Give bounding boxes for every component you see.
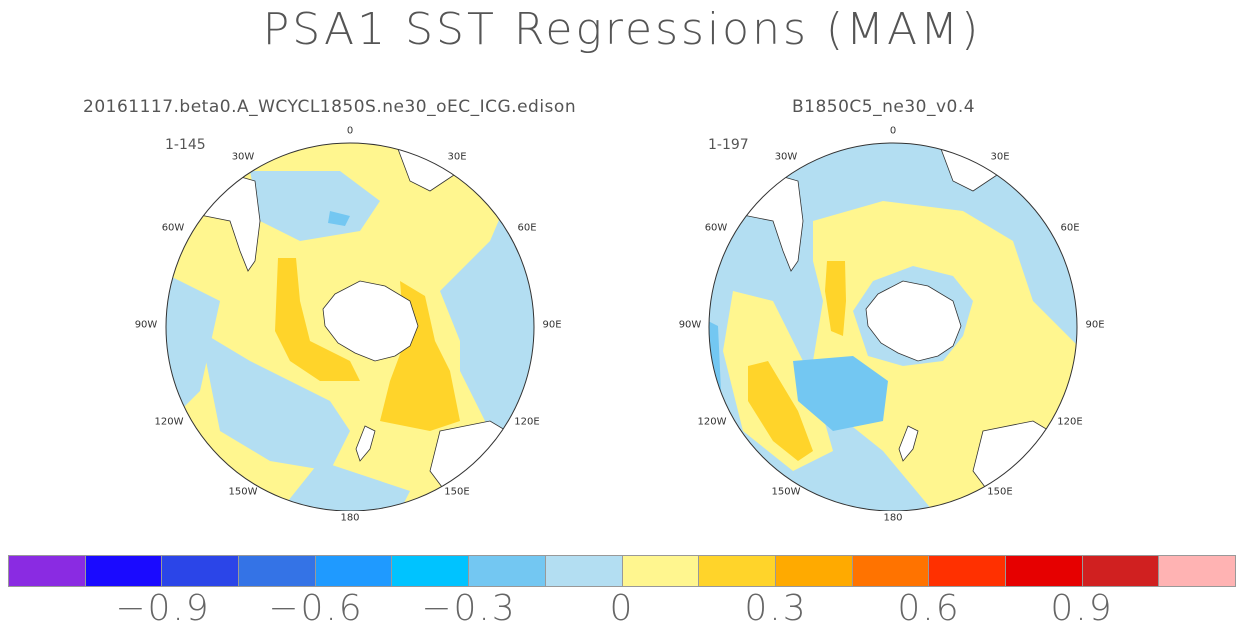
panel-1-lon-180: 180 (340, 512, 360, 524)
colorbar-label-0: 0 (609, 588, 635, 629)
colorbar-swatch-2 (162, 556, 240, 586)
colorbar-swatch-9 (699, 556, 776, 586)
region-blue-bottom (280, 461, 410, 511)
region-orange-southwest (748, 361, 813, 461)
colorbar-swatch-5 (392, 556, 470, 586)
panel-2-subtitle: B1850C5_ne30_v0.4 (792, 97, 976, 117)
colorbar-swatch-1 (85, 556, 163, 586)
panel-1-lon-150e: 150E (444, 486, 470, 498)
antarctica (322, 280, 419, 362)
colorbar-swatch-7 (545, 556, 623, 586)
region-blue-south (200, 331, 350, 471)
colorbar-swatch-4 (315, 556, 393, 586)
panel-1-lon-60e: 60E (517, 222, 537, 234)
australia (429, 420, 534, 511)
panel-2-lon-180: 180 (883, 512, 903, 524)
colorbar-swatch-8 (622, 556, 700, 586)
panel-1-lon-120w: 120W (154, 416, 184, 428)
panel-2-lon-90e: 90E (1085, 319, 1105, 331)
colorbar-label-0.6: 0.6 (897, 588, 961, 629)
colorbar-swatch-3 (239, 556, 316, 586)
panel-2-range: 1-197 (708, 137, 749, 153)
panel-2-lon-120e: 120E (1057, 416, 1083, 428)
region-orange-center (825, 261, 846, 336)
panel-1-lon-30e: 30E (447, 151, 467, 163)
colorbar-label-0.3: 0.3 (744, 588, 808, 629)
panel-1-map (165, 142, 535, 511)
panel-1-lon-150w: 150W (228, 486, 258, 498)
panel-1-lon-60w: 60W (161, 222, 185, 234)
colorbar-swatch-14 (1082, 556, 1160, 586)
new-zealand (898, 425, 919, 462)
panel-1-lon-120e: 120E (514, 416, 540, 428)
figure-title: PSA1 SST Regressions (MAM) (262, 4, 982, 55)
region-orange-west (275, 258, 360, 381)
panel-2-lon-90w: 90W (678, 319, 702, 331)
new-zealand (355, 425, 376, 462)
panel-1-lon-30w: 30W (231, 151, 255, 163)
colorbar-label-neg-0.9: −0.9 (115, 588, 211, 629)
colorbar-swatch-13 (1005, 556, 1083, 586)
panel-1-subtitle: 20161117.beta0.A_WCYCL1850S.ne30_oEC_ICG… (83, 97, 577, 117)
colorbar-swatch-12 (929, 556, 1006, 586)
panel-1-lon-90w: 90W (134, 319, 158, 331)
panel-2-lon-60e: 60E (1060, 222, 1080, 234)
panel-2-lon-0: 0 (889, 125, 897, 137)
panel-2-map (708, 142, 1078, 511)
colorbar-label-0.9: 0.9 (1050, 588, 1114, 629)
panel-2-lon-60w: 60W (704, 222, 728, 234)
panel-1-lon-0: 0 (346, 125, 354, 137)
panel-1-range: 1-145 (165, 137, 206, 153)
colorbar-label-neg-0.6: −0.6 (268, 588, 364, 629)
colorbar-swatch-6 (469, 556, 546, 586)
panel-2-lon-150w: 150W (771, 486, 801, 498)
panel-2-lon-150e: 150E (987, 486, 1013, 498)
colorbar-swatch-11 (852, 556, 930, 586)
colorbar-swatch-15 (1159, 556, 1235, 586)
region-blue-north (250, 171, 380, 241)
colorbar-label-neg-0.3: −0.3 (421, 588, 517, 629)
region-blue-mid (793, 356, 888, 431)
panel-2-lon-30w: 30W (774, 151, 798, 163)
australia (972, 420, 1077, 511)
panel-2-lon-120w: 120W (697, 416, 727, 428)
region-orange-east (380, 281, 460, 431)
antarctica (865, 280, 962, 362)
colorbar-swatch-0 (9, 556, 86, 586)
panel-1-lon-90e: 90E (542, 319, 562, 331)
colorbar (8, 555, 1236, 587)
panel-2-lon-30e: 30E (990, 151, 1010, 163)
colorbar-swatch-10 (775, 556, 853, 586)
